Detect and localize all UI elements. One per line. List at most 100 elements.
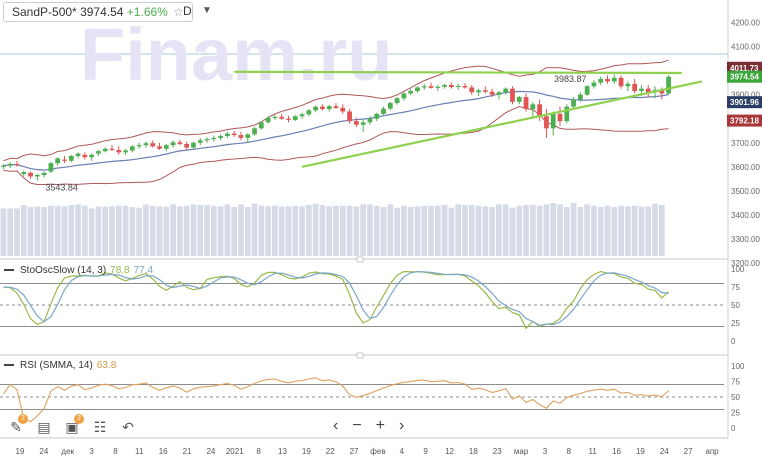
time-axis[interactable]: 19 24 дек 3 8 11 16 21 24 2021 8 13 19 22 27 фев 4 9 12 18 2…	[16, 447, 720, 456]
volume-bar	[462, 205, 468, 256]
candle	[62, 159, 67, 161]
price-tag-upper	[727, 61, 762, 74]
candle	[218, 136, 223, 138]
stoch-tick-label: 50	[731, 301, 740, 310]
candle	[326, 106, 332, 110]
candle	[320, 106, 325, 110]
volume-bar	[577, 207, 584, 256]
volume-bar	[122, 205, 129, 256]
candle	[252, 128, 257, 135]
timeframe-selector[interactable]: D	[183, 4, 192, 18]
pane-resize-handle[interactable]	[356, 352, 364, 359]
volume-bar	[41, 207, 47, 256]
pane-resize-handle[interactable]	[356, 256, 364, 263]
settings-icon[interactable]: ☷	[93, 418, 107, 435]
time-tick-label: 11	[589, 447, 598, 456]
candle	[347, 111, 352, 122]
candle	[557, 113, 563, 122]
time-tick-label: 3	[543, 447, 548, 456]
trend-lines[interactable]	[234, 70, 703, 168]
volume-bar	[489, 207, 495, 256]
symbol-selector[interactable]: SandP-500* 3974.54 +1.66% ☆	[3, 2, 193, 22]
scroll-right-button[interactable]: ›	[399, 417, 405, 434]
volume-bar	[557, 204, 563, 256]
rsi-legend[interactable]: RSI (SMMA, 14) 63.8	[4, 360, 116, 371]
candle	[129, 146, 135, 151]
candle	[659, 89, 665, 94]
rsi-tick-label: 50	[731, 393, 740, 402]
candle	[136, 145, 142, 147]
candle	[7, 163, 13, 166]
volume-bar	[516, 205, 523, 256]
rsi-label: RSI (SMMA, 14)	[20, 360, 93, 371]
price-tag-lower-label: 3792.18	[730, 117, 759, 126]
candle	[469, 87, 475, 93]
volume-bar	[68, 205, 75, 256]
page-icon[interactable]: ▤	[37, 418, 51, 435]
candle	[489, 91, 495, 95]
volume-bar	[129, 207, 136, 256]
candle	[476, 90, 481, 93]
volume-bar	[238, 204, 244, 256]
undo-icon[interactable]: ↶	[122, 418, 134, 435]
volume-bar	[373, 205, 380, 256]
scroll-left-button[interactable]: ‹	[333, 417, 339, 434]
time-tick-label: 24	[39, 447, 48, 456]
candle	[632, 83, 638, 92]
volume-bar	[428, 205, 434, 256]
zoom-in-button[interactable]: +	[375, 417, 386, 434]
volume-bar	[333, 205, 339, 256]
volume-bar	[170, 204, 176, 256]
volume-bar	[231, 207, 238, 256]
volume-bar	[441, 205, 448, 256]
caret-down-icon[interactable]: ▼	[202, 5, 212, 16]
volume-bar	[136, 207, 143, 256]
stoch-tick-label: 0	[731, 337, 736, 346]
volume-bar	[625, 206, 631, 256]
volume-bar	[618, 205, 624, 256]
candle	[89, 154, 95, 158]
candle	[618, 77, 624, 87]
time-tick-label: 2021	[226, 447, 244, 456]
candle	[442, 85, 447, 87]
volume-bar	[380, 207, 387, 256]
layers-icon[interactable]: ▣ 3	[62, 414, 84, 437]
rsi-pane[interactable]: 100 75 50 25 0	[0, 362, 745, 433]
volume-bar	[394, 207, 400, 256]
candle	[231, 133, 237, 136]
time-tick-label: 27	[350, 447, 359, 456]
trend-line-lower	[301, 80, 703, 168]
candle	[645, 88, 651, 93]
star-icon[interactable]: ☆	[173, 5, 184, 19]
candle	[394, 98, 400, 104]
pencil-icon[interactable]: ✎ 2	[6, 414, 28, 437]
volume-bar	[434, 205, 441, 256]
candle	[401, 93, 407, 99]
zoom-out-button[interactable]: −	[352, 417, 362, 434]
pane-separators[interactable]	[356, 256, 364, 359]
candle	[435, 86, 441, 88]
price-axis[interactable]: 4200.004100.004000.003900.003800.003700.…	[731, 19, 760, 269]
time-tick-label: 24	[206, 447, 215, 456]
stoch-legend[interactable]: StoOscSlow (14, 3) 78.8 77.4	[4, 265, 153, 276]
time-tick-label: 8	[256, 447, 261, 456]
candle	[313, 106, 319, 111]
symbol-name: SandP-500*	[12, 5, 77, 19]
volume-bar	[509, 207, 516, 256]
volume-bar	[414, 206, 421, 256]
candle	[611, 77, 617, 82]
stochastic-pane[interactable]: 100 75 50 25 0	[0, 265, 745, 346]
price-tag-lower	[727, 114, 762, 127]
volume-bar	[7, 208, 14, 256]
candle	[150, 143, 156, 147]
volume-bar	[149, 205, 156, 256]
candle	[639, 88, 644, 92]
volume-bar	[210, 205, 217, 256]
time-tick-label: 19	[636, 447, 645, 456]
rsi-value: 63.8	[96, 360, 117, 371]
candle	[102, 148, 108, 152]
time-tick-label: 21	[183, 447, 192, 456]
